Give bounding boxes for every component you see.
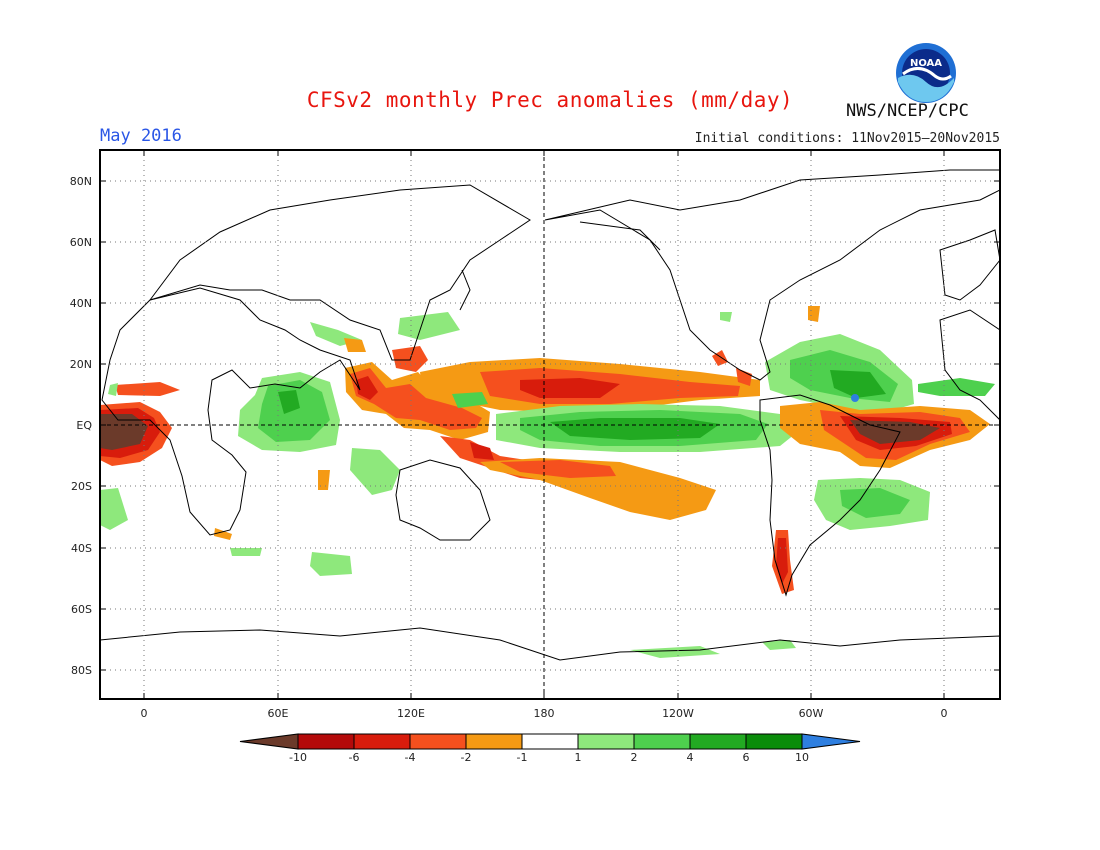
coastlines [100, 169, 1000, 699]
latitude-label: 60N [70, 236, 92, 249]
agency-label: NWS/NCEP/CPC [846, 101, 969, 121]
latitude-label: 80N [70, 175, 92, 188]
colorbar-swatch [353, 733, 411, 750]
map-title: CFSv2 monthly Prec anomalies (mm/day) [306, 88, 794, 112]
latitude-label: 40N [70, 297, 92, 310]
latitude-label: 60S [71, 603, 92, 616]
colorbar-swatch [689, 733, 747, 750]
initial-conditions: Initial conditions: 11Nov2015—20Nov2015 [694, 131, 1000, 146]
colorbar: -10 -6 -4 -2 -1 1 2 4 6 10 [239, 733, 861, 764]
anomaly-fields [100, 306, 995, 658]
colorbar-label: -1 [517, 751, 528, 764]
colorbar-swatch [577, 733, 635, 750]
colorbar-label: 2 [631, 751, 638, 764]
colorbar-swatch [521, 733, 579, 750]
latitude-label: 80S [71, 664, 92, 677]
colorbar-swatch [633, 733, 691, 750]
longitude-label: 120E [397, 707, 425, 720]
colorbar-label: -10 [289, 751, 307, 764]
latitude-label: EQ [76, 419, 92, 432]
colorbar-label: -6 [349, 751, 360, 764]
longitude-label: 0 [941, 707, 948, 720]
colorbar-wet-extreme [801, 733, 861, 750]
colorbar-swatch [745, 733, 803, 750]
longitude-label: 120W [662, 707, 694, 720]
longitude-label: 0 [141, 707, 148, 720]
latitude-labels: 80N 60N 40N 20N EQ 20S 40S 60S 80S [70, 175, 93, 677]
noaa-logo: NOAA [896, 43, 956, 103]
graticule [100, 150, 1000, 699]
latitude-label: 40S [71, 542, 92, 555]
colorbar-label: -4 [405, 751, 416, 764]
longitude-label: 180 [534, 707, 555, 720]
longitude-label: 60E [268, 707, 289, 720]
logo-text: NOAA [910, 58, 942, 69]
colorbar-label: 6 [743, 751, 750, 764]
colorbar-label: 10 [795, 751, 809, 764]
colorbar-label: 1 [575, 751, 582, 764]
forecast-month: May 2016 [100, 126, 182, 146]
colorbar-swatch [465, 733, 523, 750]
colorbar-label: -2 [461, 751, 472, 764]
longitude-label: 60W [799, 707, 824, 720]
longitude-labels: 0 60E 120E 180 120W 60W 0 [141, 707, 948, 720]
colorbar-swatch [409, 733, 467, 750]
latitude-label: 20S [71, 480, 92, 493]
latitude-label: 20N [70, 358, 92, 371]
colorbar-dry-extreme [239, 733, 299, 750]
colorbar-label: 4 [687, 751, 694, 764]
colorbar-swatch [297, 733, 355, 750]
